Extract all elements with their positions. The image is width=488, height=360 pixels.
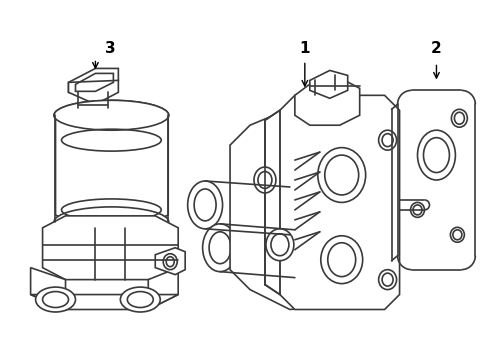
Text: 3: 3 bbox=[105, 41, 116, 56]
Text: 2: 2 bbox=[430, 41, 441, 56]
Polygon shape bbox=[148, 268, 178, 310]
Polygon shape bbox=[56, 115, 168, 228]
Ellipse shape bbox=[378, 130, 396, 150]
Ellipse shape bbox=[417, 130, 454, 180]
Ellipse shape bbox=[202, 224, 237, 272]
Polygon shape bbox=[68, 68, 118, 92]
Polygon shape bbox=[294, 80, 359, 125]
Ellipse shape bbox=[265, 229, 293, 261]
Polygon shape bbox=[155, 248, 185, 275]
Polygon shape bbox=[42, 216, 178, 280]
Ellipse shape bbox=[449, 227, 464, 242]
Polygon shape bbox=[279, 95, 399, 310]
Polygon shape bbox=[229, 100, 379, 310]
Polygon shape bbox=[309, 71, 347, 98]
Polygon shape bbox=[264, 110, 279, 294]
Ellipse shape bbox=[253, 167, 275, 193]
Ellipse shape bbox=[120, 287, 160, 312]
Ellipse shape bbox=[187, 181, 222, 229]
Ellipse shape bbox=[54, 207, 168, 237]
Ellipse shape bbox=[320, 236, 362, 284]
Polygon shape bbox=[68, 80, 118, 104]
Ellipse shape bbox=[54, 100, 168, 130]
Ellipse shape bbox=[378, 270, 396, 289]
Polygon shape bbox=[56, 122, 78, 222]
Ellipse shape bbox=[410, 202, 424, 217]
Ellipse shape bbox=[450, 109, 467, 127]
Ellipse shape bbox=[36, 287, 75, 312]
Text: 1: 1 bbox=[299, 41, 309, 56]
Ellipse shape bbox=[163, 254, 177, 270]
Ellipse shape bbox=[317, 148, 365, 202]
Polygon shape bbox=[31, 268, 65, 310]
Ellipse shape bbox=[54, 100, 168, 130]
Polygon shape bbox=[31, 294, 178, 310]
